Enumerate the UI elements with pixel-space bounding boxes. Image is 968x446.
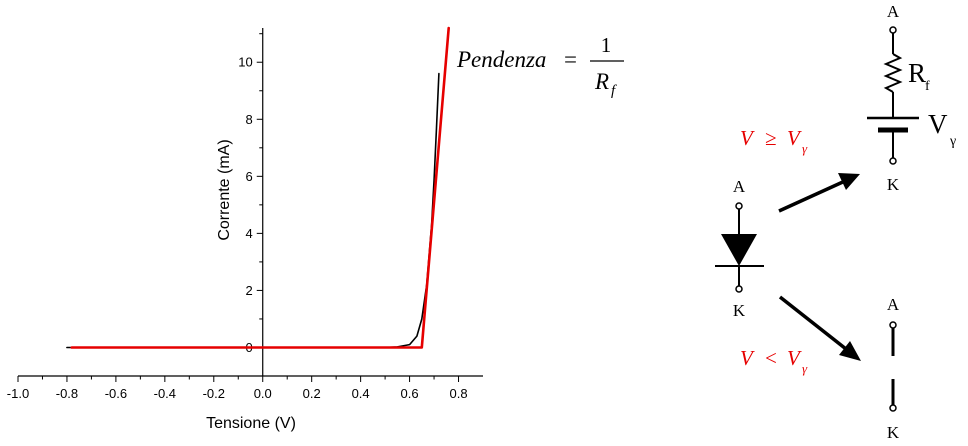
- slope-word: Pendenza: [456, 47, 546, 72]
- condition-on-op: ≥: [765, 126, 777, 150]
- reverse-anode-terminal: [889, 321, 897, 329]
- x-tick-label: 0.6: [401, 386, 419, 401]
- x-axis-label: Tensione (V): [206, 415, 296, 432]
- forward-anode-terminal: [889, 26, 897, 34]
- x-tick-label: -1.0: [7, 386, 29, 401]
- condition-on-sub: γ: [802, 141, 808, 156]
- diode-anode-terminal: [735, 202, 743, 210]
- diode-triangle: [721, 234, 757, 266]
- condition-off: V < V γ: [740, 346, 808, 376]
- condition-off-sub: γ: [802, 361, 808, 376]
- diode-cathode-label: K: [733, 301, 746, 320]
- slope-denominator-sub: f: [611, 83, 617, 99]
- x-tick-label: 0.0: [254, 386, 272, 401]
- diode-anode-label: A: [733, 177, 746, 196]
- reverse-cathode-label: K: [887, 423, 900, 442]
- y-axis-label: Corrente (mA): [216, 139, 233, 240]
- y-tick-label: 8: [246, 112, 253, 127]
- reverse-cathode-terminal: [889, 404, 897, 412]
- reverse-anode-label: A: [887, 295, 900, 314]
- arrow-on: [778, 173, 860, 213]
- series-line-measured: [66, 72, 440, 349]
- series-layer: [66, 26, 451, 349]
- reverse-model: A K: [887, 295, 900, 442]
- diode-cathode-terminal: [735, 285, 743, 293]
- iv-chart: -1.0 -0.8 -0.6 -0.4 -0.2 0.0 0.2 0.4 0.6 0.8 0246…: [7, 26, 483, 432]
- condition-off-rhs: V: [787, 346, 802, 370]
- condition-off-lhs: V: [740, 346, 755, 370]
- resistor-symbol: [883, 53, 903, 93]
- resistor-label: R: [908, 58, 926, 88]
- x-tick-label: -0.4: [154, 386, 176, 401]
- forward-cathode-label: K: [887, 175, 900, 194]
- slope-annotation: Pendenza = 1 R f: [456, 33, 624, 99]
- diode-symbol: A K: [715, 177, 764, 320]
- x-tick-label: 0.2: [303, 386, 321, 401]
- condition-on: V ≥ V γ: [740, 126, 808, 156]
- forward-anode-label: A: [887, 2, 900, 21]
- x-tick-label: 0.8: [449, 386, 467, 401]
- y-tick-label: 6: [246, 169, 253, 184]
- source-label: V: [928, 109, 948, 139]
- condition-on-lhs: V: [740, 126, 755, 150]
- series-line-model: [70, 26, 451, 349]
- x-tick-label: -0.6: [105, 386, 127, 401]
- x-tick-label: -0.2: [203, 386, 225, 401]
- slope-numerator: 1: [601, 33, 612, 57]
- y-tick-label: 4: [246, 226, 253, 241]
- x-tick-label: 0.4: [352, 386, 370, 401]
- resistor-label-sub: f: [925, 79, 930, 94]
- source-label-sub: γ: [949, 134, 956, 149]
- forward-model: A K R f V γ: [867, 2, 956, 194]
- slope-equals: =: [564, 47, 577, 72]
- diode-circuit: A K A K: [715, 2, 956, 442]
- x-tick-label: -0.8: [56, 386, 78, 401]
- condition-off-op: <: [765, 346, 777, 370]
- slope-denominator: R: [594, 69, 609, 94]
- condition-on-rhs: V: [787, 126, 802, 150]
- y-tick-label: 2: [246, 283, 253, 298]
- forward-cathode-terminal: [889, 157, 897, 165]
- x-axis: -1.0 -0.8 -0.6 -0.4 -0.2 0.0 0.2 0.4 0.6 0.8: [7, 375, 483, 401]
- y-tick-label: 10: [238, 55, 252, 70]
- arrow-off: [778, 295, 861, 361]
